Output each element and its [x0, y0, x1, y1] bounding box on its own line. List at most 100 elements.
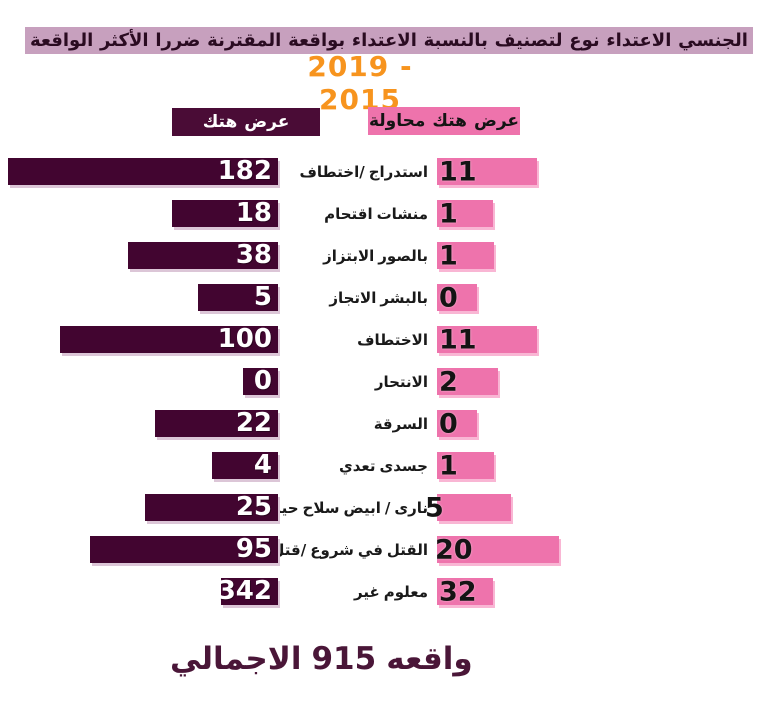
word: استدراج: [368, 162, 428, 181]
dark-bar-value: 100: [217, 324, 272, 354]
pink-bar: 11: [437, 158, 537, 185]
category-label: اختطاف/استدراج: [278, 158, 437, 185]
dark-bar: 18: [172, 200, 278, 227]
pink-bar-value: 0: [439, 282, 458, 313]
legend-pink-series: محاولة هتك عرض: [368, 107, 520, 135]
pink-bar: 1: [437, 242, 494, 269]
word: الاختطاف: [357, 330, 428, 349]
category-label: الاختطاف: [278, 326, 437, 353]
word: الانتحار: [374, 372, 428, 391]
pink-bar: 0: [437, 284, 477, 311]
dark-bar-value: 18: [235, 198, 272, 228]
word: الاعتداء: [351, 30, 417, 51]
word: الواقعة: [30, 30, 94, 51]
category-label: حيازة سلاح ابيض / نارى: [258, 494, 437, 521]
total-label: الاجمالي 915 واقعه: [170, 641, 473, 677]
category-label: الانتحار: [278, 368, 437, 395]
pink-bar-value: 0: [439, 408, 458, 439]
word: الاعتداء: [606, 30, 672, 51]
word: الاجمالي: [170, 641, 302, 677]
dark-bar: 5: [198, 284, 278, 311]
word: القتل: [386, 540, 428, 559]
word: عرض: [473, 111, 520, 131]
bar-row: 38 الابتزاز بالصور 1: [0, 242, 765, 269]
dark-bar-value: 5: [253, 282, 272, 312]
category-label: اقتحام منشات: [278, 200, 437, 227]
dark-bar-value: 182: [217, 156, 272, 186]
dark-bar: 38: [128, 242, 278, 269]
category-label: الابتزاز بالصور: [278, 242, 437, 269]
category-label: الاتجاز بالبشر: [278, 284, 437, 311]
word: ابيض: [343, 498, 381, 517]
word: نارى: [394, 498, 428, 517]
bar-row: 5 الاتجاز بالبشر 0: [0, 284, 765, 311]
category-label: تعدي جسدى: [278, 452, 437, 479]
bar-row: 100 الاختطاف 11: [0, 326, 765, 353]
word: هتك: [202, 112, 238, 132]
word: الجنسي: [678, 30, 748, 51]
chart-title: الواقعة الأكثر ضررا المقترنة بواقعة الاعتداء ب…: [25, 27, 753, 54]
word: سلاح: [302, 498, 340, 517]
word: هتك: [432, 111, 467, 131]
pink-bar-value: 11: [439, 156, 477, 187]
word: السرقة: [373, 414, 428, 433]
word: المقترنة: [207, 30, 282, 51]
pink-bar: 1: [437, 452, 494, 479]
dark-bar-value: 22: [235, 408, 272, 438]
word: بالنسبة: [423, 30, 488, 51]
pink-bar-value: 5: [425, 492, 444, 523]
word: الابتزاز: [323, 246, 375, 265]
word: واقعه: [386, 641, 473, 677]
pink-bar: 11: [437, 326, 537, 353]
word: بالصور: [378, 246, 428, 265]
word: /: [384, 498, 391, 517]
pink-bar: 20: [435, 534, 559, 565]
pink-bar-value: 20: [435, 534, 473, 565]
bar-row: 95 قتل/شروع في القتل 20: [0, 536, 765, 563]
word: الأكثر: [99, 30, 149, 51]
bar-row: 22 السرقة 0: [0, 410, 765, 437]
pink-bar-value: 2: [439, 366, 458, 397]
dark-bar: 182: [8, 158, 278, 185]
dark-bar: 25: [145, 494, 278, 521]
category-label: قتل/شروع في القتل: [271, 536, 437, 563]
bar-row: 0 الانتحار 2: [0, 368, 765, 395]
chart-rows: 182 اختطاف/استدراج 11 18 اقتحام منشات 1 38 الابت…: [0, 158, 765, 620]
pink-bar: 5: [425, 494, 511, 521]
bar-row: 342 غير معلوم 32: [0, 578, 765, 605]
pink-bar: 0: [437, 410, 477, 437]
pink-bar: 1: [437, 200, 493, 227]
word: منشات: [376, 204, 428, 223]
bar-row: 4 تعدي جسدى 1: [0, 452, 765, 479]
dark-bar: 22: [155, 410, 278, 437]
word: لتصنيف: [494, 30, 563, 51]
period-label: 2019 - 2015: [307, 50, 413, 116]
pink-bar: 2: [437, 368, 498, 395]
bar-row: 25 حيازة سلاح ابيض / نارى 5: [0, 494, 765, 521]
pink-bar-value: 1: [439, 450, 458, 481]
word: بالبشر: [380, 288, 428, 307]
word: تعدي: [338, 456, 376, 475]
category-label: غير معلوم: [278, 578, 437, 605]
dark-bar: 0: [243, 368, 278, 395]
word: عرض: [244, 112, 290, 132]
category-label: السرقة: [278, 410, 437, 437]
bar-row: 182 اختطاف/استدراج 11: [0, 158, 765, 185]
word: الاتجاز: [329, 288, 377, 307]
dark-bar-value: 25: [235, 492, 272, 522]
dark-bar-value: 38: [235, 240, 272, 270]
word: 915: [311, 641, 377, 677]
dark-bar: 95: [90, 536, 278, 563]
word: غير: [354, 582, 380, 601]
word: ضررا: [155, 30, 201, 51]
dark-bar-value: 342: [217, 576, 272, 606]
word: في: [357, 540, 383, 559]
pink-bar-value: 11: [439, 324, 477, 355]
bar-row: 18 اقتحام منشات 1: [0, 200, 765, 227]
dark-bar-value: 95: [235, 534, 272, 564]
word: شروع: [310, 540, 354, 559]
dark-bar: 4: [212, 452, 278, 479]
dark-bar: 342: [217, 576, 278, 606]
word: محاولة: [368, 111, 426, 131]
